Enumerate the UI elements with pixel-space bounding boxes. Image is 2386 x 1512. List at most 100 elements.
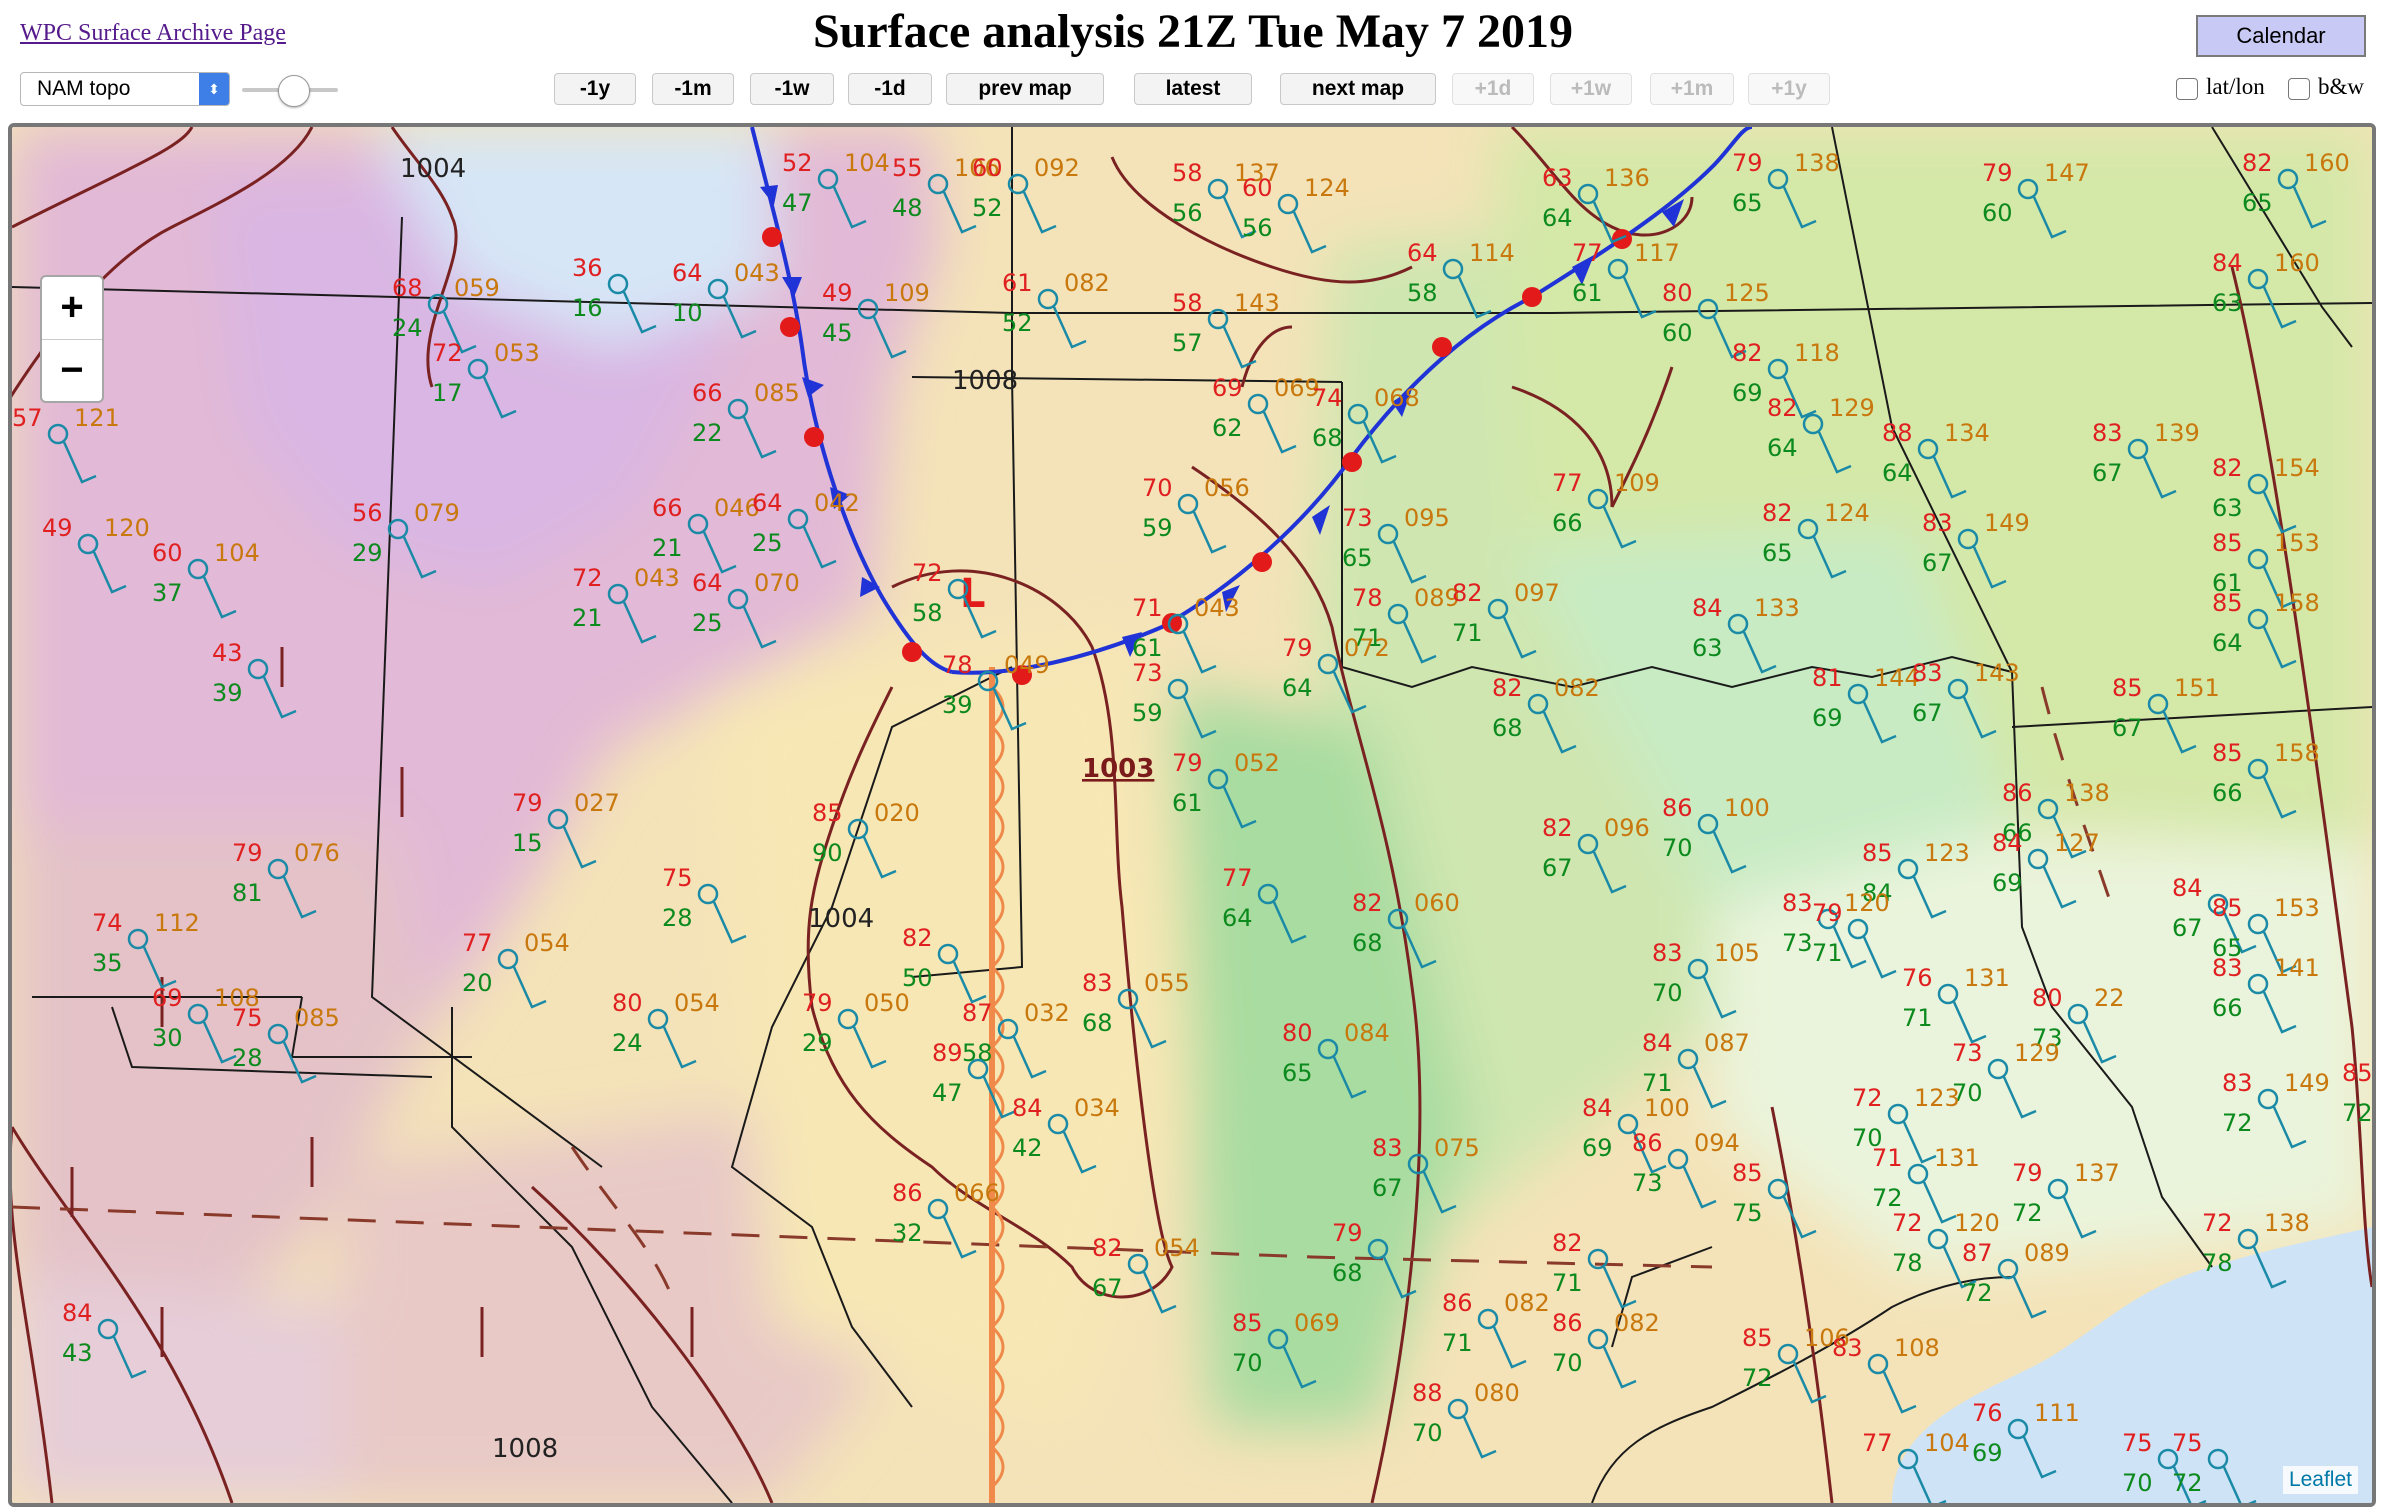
wind-barb-icon (1462, 1416, 1497, 1459)
station-plot: 71 72 131 (1872, 1144, 1980, 1224)
station-circle-icon (1047, 1113, 1069, 1135)
nav-plus-1y-button[interactable]: +1y (1748, 73, 1830, 105)
station-pressure: 072 (1344, 634, 1390, 662)
wind-barb-icon (112, 1336, 147, 1379)
station-circle-icon (1587, 1328, 1609, 1350)
station-temperature: 83 (1082, 969, 1113, 997)
station-dewpoint: 68 (1332, 1259, 1363, 1287)
station-pressure: 060 (1414, 889, 1460, 917)
station-circle-icon (467, 358, 489, 380)
wind-barb-icon (1192, 511, 1227, 554)
nav-minus-1y-button[interactable]: -1y (554, 73, 636, 105)
wind-barb-icon (742, 416, 777, 459)
station-circle-icon (1257, 883, 1279, 905)
zoom-out-button[interactable]: − (60, 348, 84, 392)
station-plot: 69 30 108 (152, 984, 260, 1064)
next-map-button[interactable]: next map (1280, 73, 1436, 105)
nav-plus-1w-button[interactable]: +1w (1550, 73, 1632, 105)
wind-barb-icon (622, 291, 657, 334)
station-circle-icon (1767, 168, 1789, 190)
station-circle-icon (1797, 518, 1819, 540)
station-pressure: 124 (1824, 499, 1870, 527)
wind-barb-icon (952, 961, 987, 1004)
wind-barb-icon (1922, 1181, 1957, 1224)
station-temperature: 60 (1242, 174, 1273, 202)
station-pressure: 085 (294, 1004, 340, 1032)
station-circle-icon (2127, 438, 2149, 460)
nav-plus-1m-button[interactable]: +1m (1650, 73, 1734, 105)
station-dewpoint: 73 (1782, 929, 1813, 957)
station-temperature: 75 (2172, 1429, 2203, 1457)
wind-barb-icon (712, 901, 747, 944)
station-circle-icon (2047, 1178, 2069, 1200)
station-dewpoint: 64 (2212, 629, 2243, 657)
dryline-scallops (989, 685, 1005, 1489)
station-circle-icon (47, 423, 69, 445)
basemap-select[interactable]: NAM topo ⬍ (20, 72, 230, 106)
station-dewpoint: 70 (1552, 1349, 1583, 1377)
station-plot: 79 81 076 (232, 839, 340, 919)
station-pressure: 108 (1894, 1334, 1940, 1362)
calendar-button[interactable]: Calendar (2196, 15, 2366, 57)
archive-link[interactable]: WPC Surface Archive Page (20, 20, 286, 46)
slider-knob[interactable] (278, 75, 310, 107)
station-dewpoint: 66 (2212, 779, 2243, 807)
station-dewpoint: 21 (652, 534, 683, 562)
latest-button[interactable]: latest (1134, 73, 1252, 105)
station-circle-icon (1817, 908, 1839, 930)
station-circle-icon (2017, 178, 2039, 200)
station-dewpoint: 58 (912, 599, 943, 627)
station-plot: 84 63 133 (1692, 594, 1800, 674)
nav-minus-1w-button[interactable]: -1w (750, 73, 834, 105)
wind-barb-icon (1542, 711, 1577, 754)
station-temperature: 49 (42, 514, 73, 542)
station-dewpoint: 70 (1952, 1079, 1983, 1107)
station-temperature: 84 (2172, 874, 2203, 902)
nav-minus-1d-button[interactable]: -1d (848, 73, 932, 105)
station-circle-icon (687, 513, 709, 535)
low-pressure-symbol: L (960, 571, 986, 617)
station-circle-icon (2247, 973, 2269, 995)
station-plot: 71 61 043 (1132, 594, 1240, 674)
station-dewpoint: 43 (62, 1339, 93, 1367)
station-plot: 76 69 111 (1972, 1399, 2080, 1479)
station-temperature: 79 (232, 839, 263, 867)
station-circle-icon (497, 948, 519, 970)
station-pressure: 125 (1724, 279, 1770, 307)
nav-minus-1m-button[interactable]: -1m (652, 73, 734, 105)
station-temperature: 76 (1902, 964, 1933, 992)
station-temperature: 84 (1692, 594, 1723, 622)
latlon-checkbox[interactable] (2176, 78, 2198, 100)
station-pressure: 143 (1234, 289, 1280, 317)
station-temperature: 79 (1812, 899, 1843, 927)
wind-barb-icon (1132, 1006, 1167, 1049)
station-dewpoint: 68 (1492, 714, 1523, 742)
station-plot: 49 45 109 (822, 279, 930, 359)
station-temperature: 66 (652, 494, 683, 522)
station-pressure: 097 (1514, 579, 1560, 607)
wind-barb-icon (1292, 211, 1327, 254)
station-pressure: 134 (1944, 419, 1990, 447)
prev-map-button[interactable]: prev map (946, 73, 1104, 105)
station-plot: 61 52 082 (1002, 269, 1110, 349)
station-dewpoint: 24 (612, 1029, 643, 1057)
station-plot: 79 29 050 (802, 989, 910, 1069)
station-circle-icon (1207, 768, 1229, 790)
wind-barb-icon (202, 1021, 237, 1064)
wind-barb-icon (2022, 1436, 2057, 1479)
station-dewpoint: 65 (1762, 539, 1793, 567)
leaflet-attribution-link[interactable]: Leaflet (2282, 1466, 2358, 1494)
wind-barb-icon (2292, 186, 2327, 229)
map-container[interactable]: L 1004 1008 1003 1004 1008 52 47 104 55 48 10… (8, 123, 2376, 1507)
station-circle-icon (1867, 1353, 1889, 1375)
bw-checkbox[interactable] (2288, 78, 2310, 100)
wind-barb-icon (2262, 931, 2297, 974)
opacity-slider[interactable] (242, 75, 338, 107)
station-pressure: 143 (1974, 659, 2020, 687)
zoom-in-button[interactable]: + (42, 277, 102, 340)
nav-plus-1d-button[interactable]: +1d (1452, 73, 1534, 105)
zoom-control[interactable]: + − (40, 275, 104, 403)
station-dewpoint: 64 (1542, 204, 1573, 232)
station-pressure: 153 (2274, 529, 2320, 557)
